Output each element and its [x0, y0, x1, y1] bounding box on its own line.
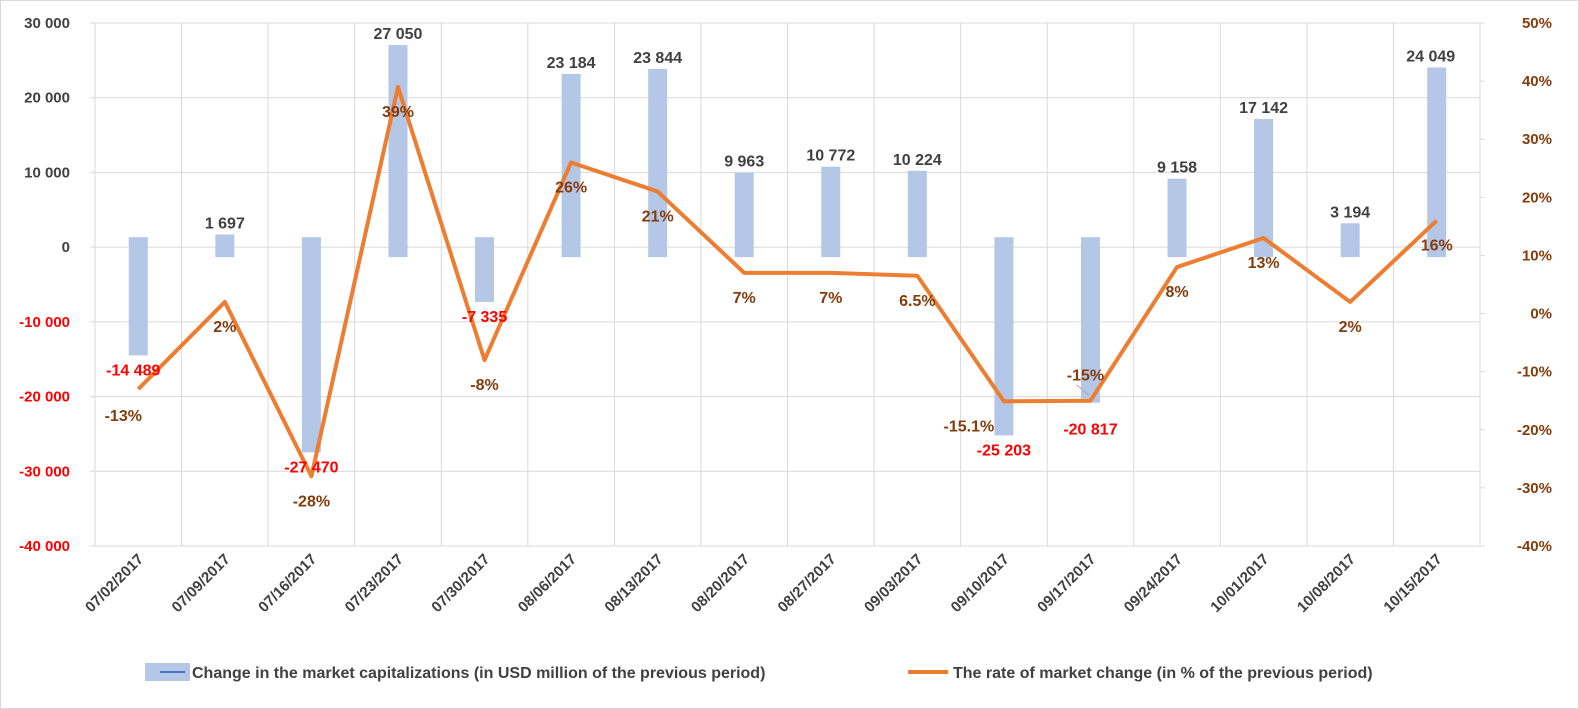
- bar-value-label: 9 158: [1157, 160, 1197, 177]
- right-axis-tick: 10%: [1522, 247, 1552, 264]
- left-axis-tick: -30 000: [19, 463, 70, 480]
- line-value-label: -15.1%: [944, 418, 995, 435]
- right-axis-tick: -40%: [1517, 538, 1552, 555]
- bar-value-label: 9 963: [724, 154, 764, 171]
- legend-line-label: The rate of market change (in % of the p…: [953, 665, 1373, 682]
- right-axis-tick: 0%: [1530, 306, 1552, 323]
- x-axis-tick: 10/15/2017: [1380, 551, 1445, 616]
- line-value-label: 39%: [382, 104, 414, 121]
- bar: [821, 166, 841, 258]
- x-axis-tick: 08/27/2017: [775, 551, 840, 616]
- x-axis-tick: 07/23/2017: [342, 551, 407, 616]
- left-axis-tick: -40 000: [19, 538, 70, 555]
- right-axis-tick: 50%: [1522, 15, 1552, 32]
- line-value-label: 13%: [1248, 255, 1280, 272]
- line-value-label: 2%: [1339, 319, 1362, 336]
- x-axis-tick: 09/10/2017: [948, 551, 1013, 616]
- bar: [301, 237, 321, 453]
- left-axis-tick: 10 000: [24, 164, 70, 181]
- x-axis-tick: 10/01/2017: [1207, 551, 1272, 616]
- right-axis-tick: -30%: [1517, 480, 1552, 497]
- bar-value-label: 17 142: [1239, 100, 1288, 117]
- grid-lines: [94, 22, 1481, 547]
- line-value-label: 26%: [555, 179, 587, 196]
- left-axis-tick: 30 000: [24, 15, 70, 32]
- x-axis-tick: 07/02/2017: [82, 551, 147, 616]
- bar-value-label: -25 203: [977, 442, 1031, 459]
- bar-value-label: 10 772: [806, 148, 855, 165]
- x-axis-tick: 09/03/2017: [861, 551, 926, 616]
- bar: [1167, 178, 1187, 258]
- bar: [215, 234, 235, 258]
- x-axis-tick: 07/09/2017: [169, 551, 234, 616]
- x-axis-tick: 10/08/2017: [1294, 551, 1359, 616]
- bar-value-label: 27 050: [374, 26, 423, 43]
- bar: [994, 237, 1014, 436]
- bar-value-label: 3 194: [1330, 204, 1370, 221]
- axes: 30 000 20 000 10 000 0 -10 000 -20 000 -30 000…: [19, 15, 1552, 616]
- left-axis-tick: -20 000: [19, 389, 70, 406]
- bar: [648, 68, 668, 258]
- bar-value-label: -7 335: [462, 309, 507, 326]
- x-axis-tick: 09/24/2017: [1121, 551, 1186, 616]
- x-axis-tick: 08/06/2017: [515, 551, 580, 616]
- x-axis-tick: 08/13/2017: [601, 551, 666, 616]
- bar-value-label: 23 844: [633, 50, 682, 67]
- line-value-label: 2%: [213, 319, 236, 336]
- bar: [907, 170, 927, 258]
- data-labels: -14 489 1 697 -27 470 27 050 -7 335 23 184 23 …: [105, 26, 1456, 510]
- legend-bar-label: Change in the market capitalizations (in…: [192, 665, 765, 682]
- right-axis-tick: 30%: [1522, 131, 1552, 148]
- x-axis-tick: 07/30/2017: [428, 551, 493, 616]
- line-path: [136, 84, 1439, 479]
- bar-series: [128, 45, 1447, 453]
- bar: [1254, 119, 1274, 258]
- label-leader-line: [1076, 384, 1089, 396]
- bar-value-label: 23 184: [547, 55, 596, 72]
- line-value-label: 21%: [642, 209, 674, 226]
- bar-value-label: -14 489: [106, 362, 160, 379]
- line-value-label: -13%: [105, 408, 142, 425]
- bar: [734, 172, 754, 258]
- bar: [1340, 223, 1360, 258]
- line-value-label: -15%: [1067, 368, 1104, 385]
- line-series: [136, 84, 1439, 479]
- bar: [388, 45, 408, 258]
- x-axis-tick: 08/20/2017: [688, 551, 753, 616]
- line-value-label: 6.5%: [899, 293, 935, 310]
- bar-value-label: -27 470: [284, 459, 338, 476]
- line-value-label: 16%: [1421, 238, 1453, 255]
- bar-value-label: 10 224: [893, 152, 942, 169]
- left-axis-tick: 20 000: [24, 90, 70, 107]
- line-value-label: 7%: [733, 290, 756, 307]
- left-axis-tick: -10 000: [19, 314, 70, 331]
- legend: Change in the market capitalizations (in…: [145, 663, 1373, 682]
- bar: [475, 237, 495, 302]
- bar: [128, 237, 148, 356]
- line-value-label: 7%: [819, 290, 842, 307]
- bar: [1427, 67, 1447, 258]
- line-value-label: -8%: [470, 377, 498, 394]
- right-axis-tick: 40%: [1522, 73, 1552, 90]
- left-axis-tick: 0: [62, 239, 70, 256]
- right-axis-tick: -10%: [1517, 364, 1552, 381]
- bar-value-label: -20 817: [1063, 422, 1117, 439]
- right-axis-tick: -20%: [1517, 422, 1552, 439]
- line-value-label: -28%: [293, 493, 330, 510]
- bar-value-label: 24 049: [1406, 48, 1455, 65]
- right-axis-tick: 20%: [1522, 189, 1552, 206]
- line-value-label: 8%: [1165, 284, 1188, 301]
- bar-value-label: 1 697: [205, 215, 245, 232]
- x-axis-tick: 07/16/2017: [255, 551, 320, 616]
- x-axis-tick: 09/17/2017: [1034, 551, 1099, 616]
- bar: [1080, 237, 1100, 403]
